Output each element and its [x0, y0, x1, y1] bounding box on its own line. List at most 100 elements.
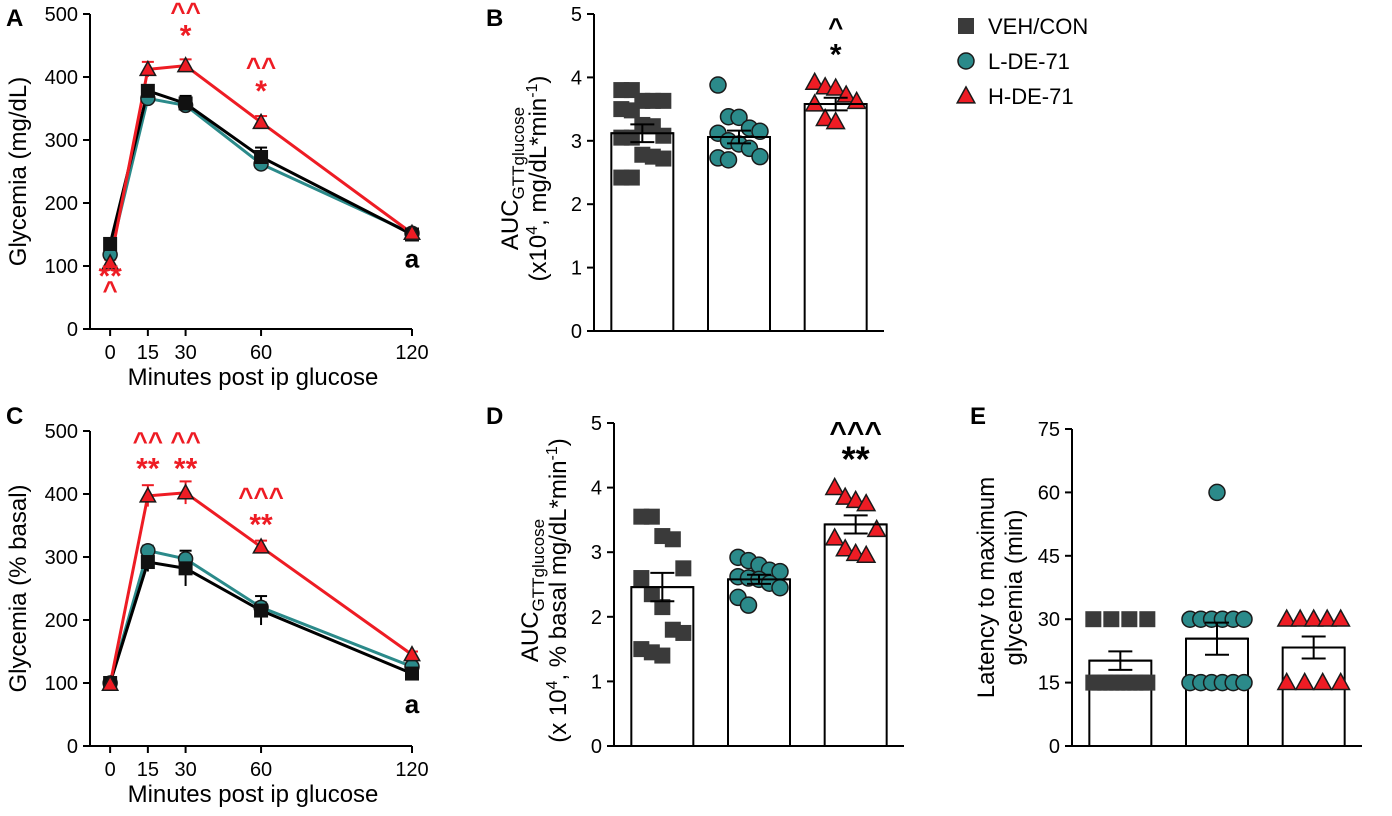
data-point-veh/con: [623, 129, 640, 146]
x-tick-label: 120: [395, 759, 428, 781]
y-tick-label: 4: [571, 67, 582, 89]
data-point-l-de-71: [1208, 483, 1226, 502]
legend-label-h-de-71: H-DE-71: [988, 84, 1074, 109]
data-point-l-de-71: [719, 151, 738, 169]
bar-veh/con: [1088, 659, 1153, 748]
panel-label-e: E: [970, 403, 986, 430]
significance-annotation: ^: [103, 275, 118, 305]
y-axis-label: Glycemia (% basal): [5, 484, 32, 692]
data-point-h-de-71: [1330, 608, 1351, 627]
y-label-pre: (x 10: [545, 689, 572, 742]
y-tick-label: 75: [1038, 419, 1060, 441]
data-point-veh/con: [633, 570, 650, 587]
y-tick-label: 500: [45, 421, 78, 443]
data-point-l-de-71: [739, 596, 758, 614]
panel-label-b: B: [486, 5, 503, 32]
data-point-h-de-71: [815, 107, 836, 127]
y-axis-label-line1: AUCGTTglucose: [497, 107, 528, 250]
data-point-h-de-71: [825, 77, 846, 96]
y-tick-label: 3: [571, 131, 582, 153]
y-tick-label: 5: [591, 413, 602, 435]
y-label-post: ): [545, 438, 572, 446]
data-point-l-de-71: [771, 578, 789, 597]
x-axis-label: Minutes post ip glucose: [128, 781, 379, 808]
y-label-sup2: -1: [544, 446, 561, 460]
legend-marker-h-de-71: [955, 85, 977, 104]
x-tick-label: 15: [137, 342, 159, 364]
y-tick-label: 200: [45, 610, 78, 632]
data-point-veh/con: [654, 599, 671, 616]
data-point-veh/con: [1139, 674, 1156, 691]
legend-marker-veh/con: [958, 18, 974, 34]
panel-label-c: C: [6, 403, 23, 430]
y-tick-label: 15: [1038, 673, 1060, 695]
data-point-h-de-71: [866, 518, 887, 538]
panel-label-a: A: [6, 5, 23, 32]
significance-annotation: **: [249, 508, 273, 541]
legend: VEH/CON L-DE-71 H-DE-71: [955, 14, 1088, 109]
y-axis-label: Glycemia (mg/dL): [5, 77, 32, 266]
data-point-h-de-71: [856, 544, 877, 564]
panel-label-d: D: [486, 403, 503, 430]
data-point-h-de-71: [1303, 608, 1324, 627]
y-tick-label: 1: [591, 671, 602, 693]
significance-annotation: *: [830, 39, 842, 72]
significance-annotation: ^^^: [829, 416, 882, 449]
significance-annotation: **: [98, 260, 122, 293]
x-tick-label: 30: [174, 342, 196, 364]
x-tick-label: 120: [395, 342, 428, 364]
legend-marker-l-de-71: [957, 52, 975, 70]
y-tick-label: 0: [1049, 736, 1060, 758]
y-tick-label: 0: [571, 321, 582, 343]
panel-e-bar-chart: 0 15 30 45 60 75 Latency to maximum glycemia (m…: [973, 419, 1362, 758]
data-point-h-de-71: [176, 483, 195, 500]
data-point-veh/con: [675, 560, 692, 577]
y-label-sub: GTTglucose: [529, 519, 548, 612]
data-point-h-de-71: [1290, 608, 1311, 627]
y-tick-label: 5: [571, 4, 582, 26]
x-axis-label: Minutes post ip glucose: [128, 364, 379, 391]
y-tick-label: 1: [571, 258, 582, 280]
data-point-h-de-71: [845, 489, 866, 509]
y-tick-label: 4: [591, 478, 602, 500]
y-tick-label: 200: [45, 193, 78, 215]
bar-l-de-71: [727, 578, 791, 747]
y-tick-label: 300: [45, 130, 78, 152]
data-point-veh/con: [643, 586, 660, 603]
bar-h-de-71: [823, 523, 888, 747]
bar-h-de-71: [803, 103, 868, 332]
y-tick-label: 2: [571, 194, 582, 216]
y-axis-label-line2: (x 104, % basal mg/dL*min-1): [544, 438, 572, 743]
data-point-h-de-71: [804, 71, 825, 91]
legend-label-l-de-71: L-DE-71: [988, 49, 1070, 74]
x-tick-label: 60: [250, 342, 272, 364]
y-label-sup: 4: [544, 680, 561, 689]
data-point-veh/con: [1085, 611, 1102, 628]
data-point-h-de-71: [825, 111, 846, 130]
significance-annotation: ^^: [170, 426, 200, 456]
significance-annotation: a: [405, 243, 420, 273]
data-point-veh/con: [1121, 611, 1138, 628]
data-point-l-de-71: [751, 122, 769, 141]
x-tick-label: 15: [137, 759, 159, 781]
data-point-h-de-71: [1276, 671, 1297, 691]
data-point-veh/con: [1139, 611, 1156, 628]
data-point-veh/con: [654, 647, 671, 664]
data-point-h-de-71: [1312, 671, 1333, 691]
data-point-h-de-71: [824, 527, 845, 546]
data-point-h-de-71: [1276, 608, 1297, 627]
y-label-pre: (x10: [525, 235, 552, 282]
data-point-veh/con: [623, 169, 640, 186]
y-tick-label: 0: [67, 319, 78, 341]
data-point-l-de-71: [1235, 610, 1253, 628]
y-tick-label: 100: [45, 256, 78, 278]
y-axis-label-line2: (x104, mg/dL*min-1): [524, 76, 552, 282]
data-point-veh/con: [664, 531, 681, 548]
data-point-h-de-71: [176, 56, 195, 73]
significance-annotation: **: [174, 452, 198, 485]
y-tick-label: 400: [45, 67, 78, 89]
data-point-h-de-71: [403, 645, 421, 662]
y-label-sup: 4: [524, 226, 541, 235]
